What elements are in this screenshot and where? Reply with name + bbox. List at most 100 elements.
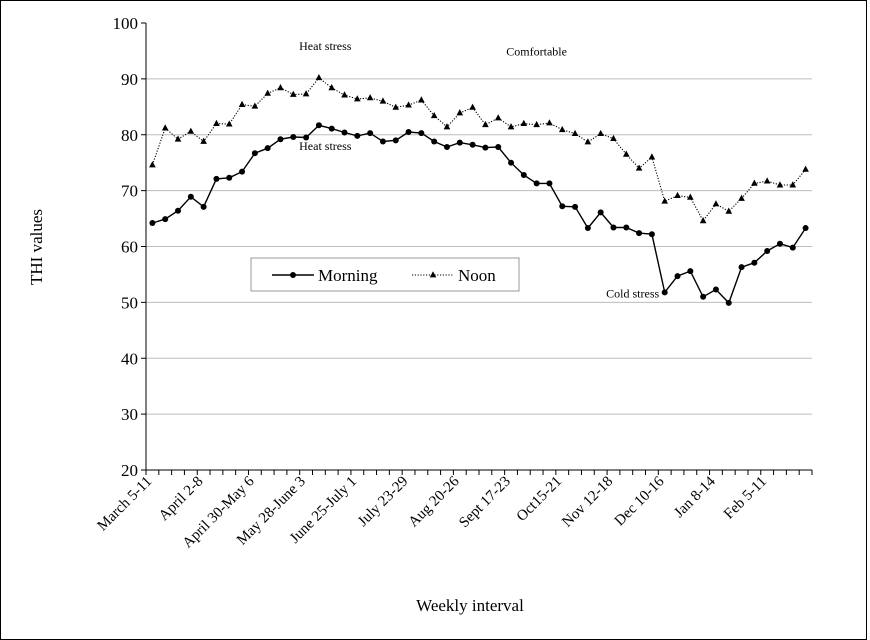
noon-point	[302, 90, 310, 97]
morning-point	[328, 125, 335, 132]
noon-point	[635, 164, 643, 171]
series-layer	[149, 73, 809, 306]
morning-point	[379, 138, 386, 145]
axes	[145, 23, 812, 471]
morning-point	[687, 268, 694, 275]
morning-point	[200, 203, 207, 210]
noon-point	[200, 137, 207, 144]
noon-point	[802, 165, 809, 172]
x-tick-label-11: Jan 8-14	[671, 473, 719, 521]
morning-point	[354, 132, 361, 139]
annotation-0: Heat stress	[299, 39, 352, 53]
annotation-1: Comfortable	[506, 44, 567, 58]
morning-point	[443, 144, 450, 151]
morning-point	[636, 230, 643, 237]
legend-noon-label: Noon	[458, 266, 496, 285]
series-line-morning	[152, 124, 807, 305]
noon-point	[456, 109, 464, 116]
noon-point	[469, 103, 476, 110]
noon-point	[738, 194, 745, 201]
noon-point	[430, 111, 438, 119]
morning-point	[162, 216, 169, 223]
x-tick-label-5: July 23-29	[355, 474, 411, 530]
morning-point	[277, 136, 284, 143]
series-line-noon	[151, 77, 807, 222]
y-axis-ticks: 20 30 40 50 60 70 80 90 100	[113, 14, 146, 480]
morning-point	[431, 138, 438, 145]
x-tick-label-6: Aug 20-26	[406, 473, 463, 530]
y-tick-label-60: 60	[121, 238, 138, 257]
morning-point	[418, 130, 425, 137]
noon-point	[712, 200, 720, 207]
morning-point	[456, 139, 463, 146]
morning-point	[738, 264, 745, 271]
noon-point	[251, 102, 259, 109]
noon-point	[725, 207, 733, 214]
morning-point	[559, 203, 566, 210]
morning-point	[405, 128, 412, 135]
morning-point	[610, 224, 617, 231]
noon-point	[584, 138, 592, 145]
noon-point	[699, 216, 707, 224]
morning-point	[290, 133, 297, 140]
noon-point	[648, 153, 656, 160]
noon-point	[597, 129, 604, 137]
noon-point	[776, 181, 784, 188]
noon-point	[161, 124, 169, 131]
noon-point	[277, 84, 284, 91]
noon-point	[418, 96, 425, 103]
morning-point	[623, 224, 630, 231]
morning-point	[725, 299, 732, 306]
legend-morning-marker	[290, 272, 296, 278]
noon-point	[622, 150, 630, 157]
y-tick-label-90: 90	[121, 70, 138, 89]
noon-point	[225, 120, 233, 127]
noon-point	[494, 114, 502, 121]
morning-point	[776, 240, 783, 247]
noon-point	[763, 177, 771, 184]
noon-point	[354, 95, 361, 102]
morning-point	[226, 174, 233, 181]
morning-point	[213, 175, 220, 182]
y-axis-title: THI values	[27, 209, 46, 285]
y-tick-label-30: 30	[121, 405, 138, 424]
y-tick-label-40: 40	[121, 349, 138, 368]
morning-point	[597, 209, 604, 216]
x-tick-label-9: Nov 12-18	[559, 474, 616, 531]
x-tick-label-8: Oct15-21	[514, 474, 565, 525]
morning-point	[546, 180, 553, 187]
morning-point	[341, 129, 348, 136]
noon-point	[610, 134, 617, 142]
legend-noon-marker	[429, 271, 437, 278]
noon-point	[520, 119, 528, 126]
morning-point	[661, 289, 668, 296]
annotations: Heat stress Comfortable Heat stress Cold st…	[299, 39, 659, 301]
morning-point	[469, 141, 476, 148]
noon-point	[687, 193, 694, 200]
noon-point	[213, 119, 220, 126]
morning-point	[712, 286, 719, 293]
noon-point	[174, 135, 182, 142]
noon-point	[328, 84, 336, 91]
morning-point	[482, 144, 489, 151]
noon-point	[571, 129, 579, 137]
morning-point	[700, 293, 707, 300]
morning-point	[802, 225, 809, 232]
morning-point	[175, 207, 182, 214]
noon-point	[751, 179, 758, 186]
morning-point	[367, 130, 374, 137]
noon-point	[379, 97, 387, 104]
x-axis-title: Weekly interval	[416, 596, 524, 615]
noon-point	[789, 181, 797, 188]
morning-point	[239, 168, 246, 175]
x-tick-label-1: April 2-8	[156, 474, 207, 525]
noon-point	[392, 103, 400, 110]
noon-point	[149, 161, 156, 168]
y-tick-label-50: 50	[121, 293, 138, 312]
morning-point	[789, 244, 796, 251]
morning-point	[149, 220, 156, 227]
morning-point	[751, 259, 758, 266]
y-tick-label-80: 80	[121, 126, 138, 145]
